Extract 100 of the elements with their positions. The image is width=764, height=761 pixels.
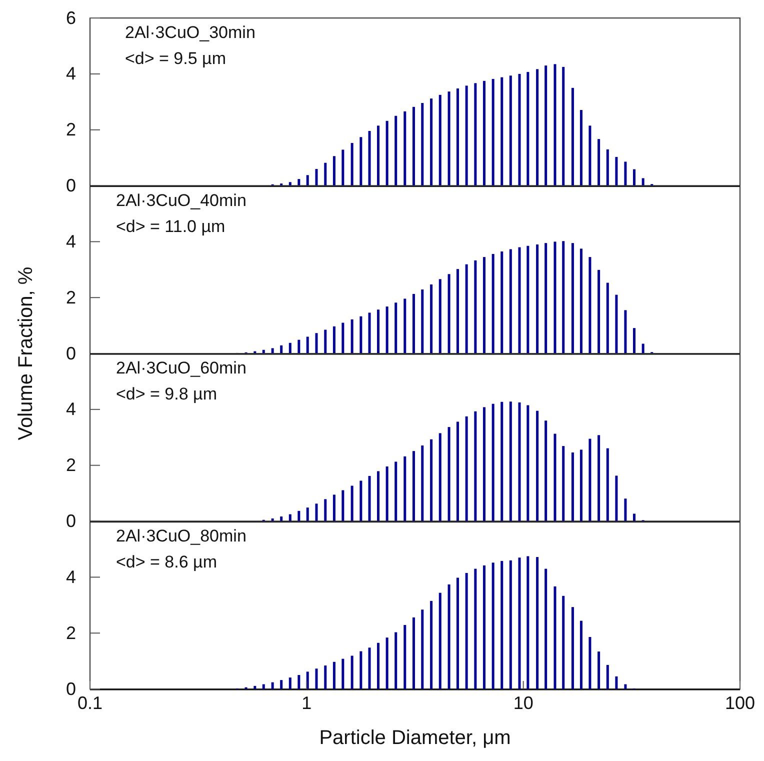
bar [526,246,530,354]
bar [430,600,433,689]
bar [342,150,344,186]
bar [438,94,442,186]
x-axis-title: Particle Diameter, μm [319,727,511,749]
bar [544,420,548,522]
bar [280,345,283,354]
y-tick-label: 2 [66,455,76,476]
bar [562,596,565,689]
bar [342,490,344,522]
bar [324,499,327,522]
bar [315,168,318,186]
bar [632,514,636,522]
bar [280,516,283,522]
annotation: 2Al·3CuO_40min [116,190,246,210]
x-tick-label: 1 [302,693,312,713]
bar [544,66,548,186]
bar [298,510,300,522]
bar [606,282,609,354]
bar [350,656,354,689]
bar [377,471,380,522]
bar [465,416,468,522]
bar [288,342,292,354]
annotation: 2Al·3CuO_60min [116,358,246,378]
bar [598,270,600,354]
bar [554,242,556,354]
bar [421,102,424,186]
bar [482,407,486,522]
bar [571,452,574,522]
bar [298,179,300,186]
bar [288,182,292,186]
bar [315,504,318,522]
bar [306,336,309,354]
bar [606,664,609,689]
bar [377,310,380,354]
bar [342,658,344,689]
bar [615,294,618,354]
bar [386,120,388,186]
bar [624,498,627,522]
bar [394,302,398,354]
bar [526,405,530,522]
bar [448,427,450,522]
bar [500,251,504,354]
bar [598,139,600,186]
bar [368,130,371,186]
bar [448,274,450,354]
bar [306,672,309,689]
bar [580,110,582,186]
bar [350,319,354,354]
bar [642,344,644,354]
bar [421,610,424,689]
bar [421,445,424,522]
bar [342,322,344,354]
bar [474,411,477,522]
bar [386,466,388,522]
bar [598,435,600,522]
bar [298,675,300,689]
bar [526,72,530,186]
bar [588,126,592,186]
bar [386,638,388,689]
y-tick-label: 4 [66,231,76,252]
annotation: 2Al·3CuO_30min [125,23,256,42]
bar [332,326,336,354]
bar [456,88,459,186]
bar [350,142,354,186]
bar [509,560,512,689]
bar [624,684,627,689]
bar [271,682,274,689]
bar [562,66,565,186]
y-tick-label: 2 [66,120,76,140]
bar [580,248,582,354]
bar [606,448,609,522]
bar [642,178,644,186]
bar [360,137,362,186]
bar [332,156,336,186]
bar [448,584,450,689]
bar [588,257,592,354]
bar [456,422,459,522]
bar [412,617,415,689]
bar [492,78,494,186]
bar [509,249,512,354]
bar [474,260,477,354]
bar [500,77,504,186]
bar [404,298,406,354]
bar [360,651,362,689]
bar [632,328,636,354]
bar [518,402,521,522]
bar [306,175,309,186]
bar [474,83,477,186]
bar [615,156,618,186]
bar [474,568,477,689]
bar [438,433,442,522]
y-axis-title: Volume Fraction, % [15,266,37,440]
bar [386,306,388,354]
bar [394,116,398,186]
y-tick-label: 4 [66,566,76,587]
bar [482,257,486,354]
bar [554,586,556,689]
bar [368,648,371,689]
annotation: <d> = 9.5 µm [125,49,226,68]
